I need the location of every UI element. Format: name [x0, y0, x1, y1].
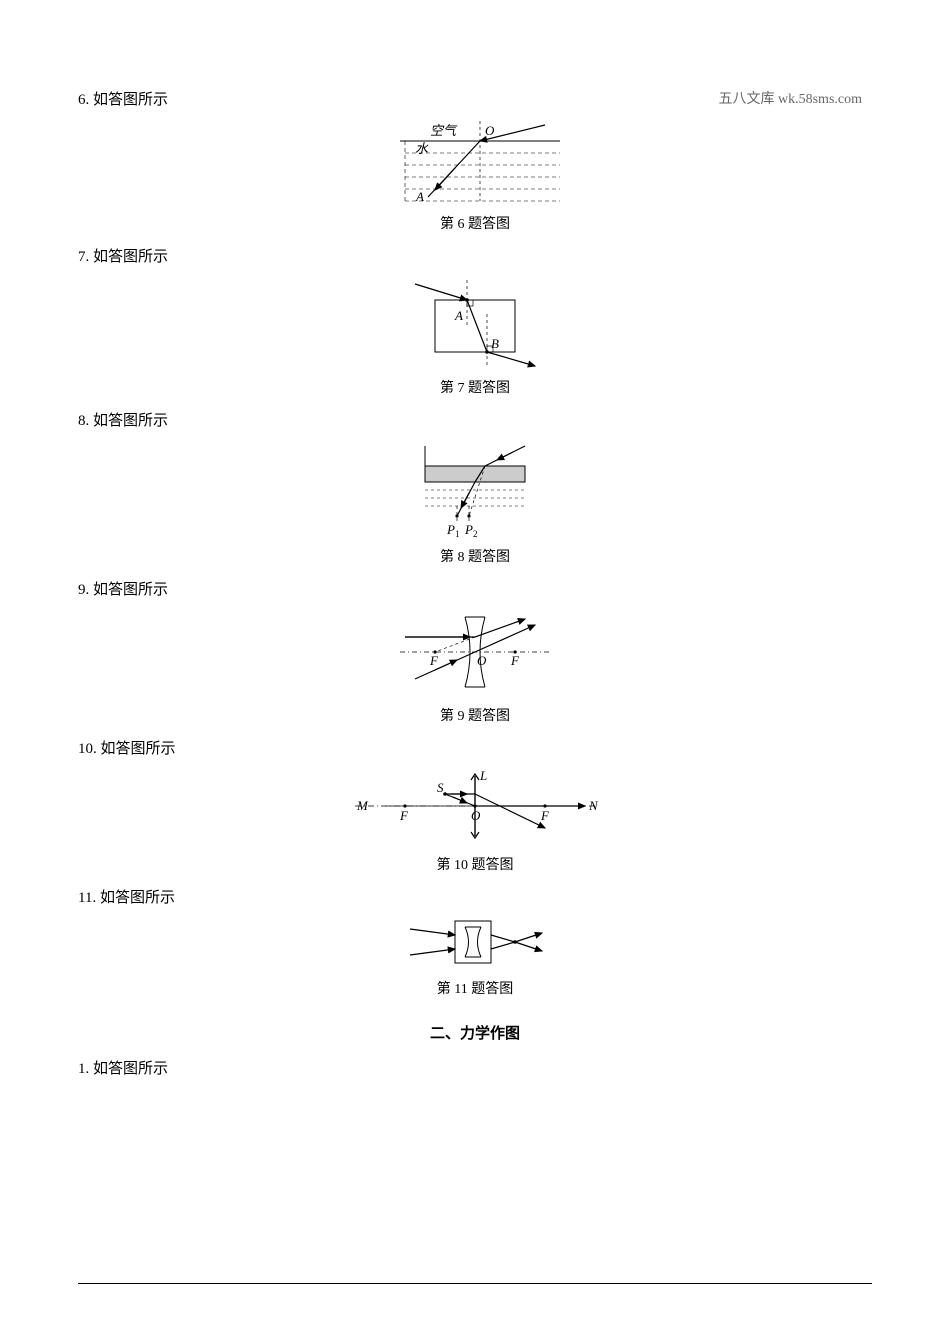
item-mech-1: 1. 如答图所示	[78, 1057, 872, 1086]
fig10-label-F2: F	[540, 808, 550, 823]
figure-10: M N L S F F O 第 10 题答图	[78, 766, 872, 874]
item-11: 11. 如答图所示 第 11 题答图	[78, 886, 872, 1002]
fig10-label-S: S	[437, 780, 444, 795]
item-7-num: 7.	[78, 249, 89, 265]
item-8-num: 8.	[78, 413, 89, 429]
figure-8: P 1 P 2 第 8 题答图	[78, 438, 872, 566]
item-8-text: 8. 如答图所示	[78, 409, 872, 430]
fig8-label-sub2: 2	[473, 529, 478, 538]
fig7-label-A: A	[454, 308, 463, 323]
fig9-label-F2: F	[510, 653, 520, 668]
fig8-label-sub1: 1	[455, 529, 460, 538]
fig10-label-N: N	[588, 798, 599, 813]
footer-line	[78, 1283, 872, 1284]
item-7-text: 7. 如答图所示	[78, 245, 872, 266]
fig9-label-O: O	[477, 653, 487, 668]
item-6: 6. 如答图所示 空	[78, 88, 872, 237]
fig7-label-B: B	[491, 336, 499, 351]
figure-6-svg: 空气 水 O A	[380, 117, 570, 205]
figure-7: A B 第 7 题答图	[78, 274, 872, 397]
figure-7-caption: 第 7 题答图	[440, 377, 510, 397]
item-6-num: 6.	[78, 92, 89, 108]
item-11-body: 如答图所示	[100, 890, 175, 906]
item-8-body: 如答图所示	[93, 413, 168, 429]
item-11-text: 11. 如答图所示	[78, 886, 872, 907]
item-9: 9. 如答图所示	[78, 578, 872, 729]
item-11-num: 11.	[78, 890, 96, 906]
section-2-heading: 二、力学作图	[78, 1022, 872, 1043]
figure-11-svg	[400, 915, 550, 970]
figure-11-caption: 第 11 题答图	[437, 978, 513, 998]
figure-6: 空气 水 O A 第 6 题答图	[78, 117, 872, 233]
fig10-label-O: O	[471, 808, 481, 823]
figure-8-svg: P 1 P 2	[405, 438, 545, 538]
item-10-body: 如答图所示	[101, 741, 176, 757]
figure-10-caption: 第 10 题答图	[437, 854, 514, 874]
fig9-label-F1: F	[429, 653, 439, 668]
fig6-label-O: O	[485, 123, 495, 138]
figure-9-svg: F F O	[395, 607, 555, 697]
fig10-label-M: M	[356, 798, 369, 813]
fig10-label-L: L	[479, 768, 487, 783]
item-7-body: 如答图所示	[93, 249, 168, 265]
item-6-body: 如答图所示	[93, 92, 168, 108]
figure-9: F F O 第 9 题答图	[78, 607, 872, 725]
item-10-text: 10. 如答图所示	[78, 737, 872, 758]
figure-9-caption: 第 9 题答图	[440, 705, 510, 725]
figure-8-caption: 第 8 题答图	[440, 546, 510, 566]
figure-11: 第 11 题答图	[78, 915, 872, 998]
fig6-label-water: 水	[415, 141, 429, 156]
item-8: 8. 如答图所示	[78, 409, 872, 570]
item-10-num: 10.	[78, 741, 97, 757]
item-9-num: 9.	[78, 582, 89, 598]
fig6-label-A: A	[415, 189, 424, 204]
fig8-label-P2: P	[464, 522, 473, 537]
item-7: 7. 如答图所示 A B	[78, 245, 872, 401]
item-mech-1-text: 1. 如答图所示	[78, 1057, 872, 1078]
fig10-label-F1: F	[399, 808, 409, 823]
figure-7-svg: A B	[405, 274, 545, 369]
figure-10-svg: M N L S F F O	[345, 766, 605, 846]
item-10: 10. 如答图所示	[78, 737, 872, 878]
item-9-text: 9. 如答图所示	[78, 578, 872, 599]
item-mech-1-num: 1.	[78, 1061, 89, 1077]
watermark: 五八文库 wk.58sms.com	[719, 88, 863, 108]
item-9-body: 如答图所示	[93, 582, 168, 598]
fig8-label-P1: P	[446, 522, 455, 537]
fig6-label-air: 空气	[430, 123, 458, 138]
figure-6-caption: 第 6 题答图	[440, 213, 510, 233]
item-mech-1-body: 如答图所示	[93, 1061, 168, 1077]
